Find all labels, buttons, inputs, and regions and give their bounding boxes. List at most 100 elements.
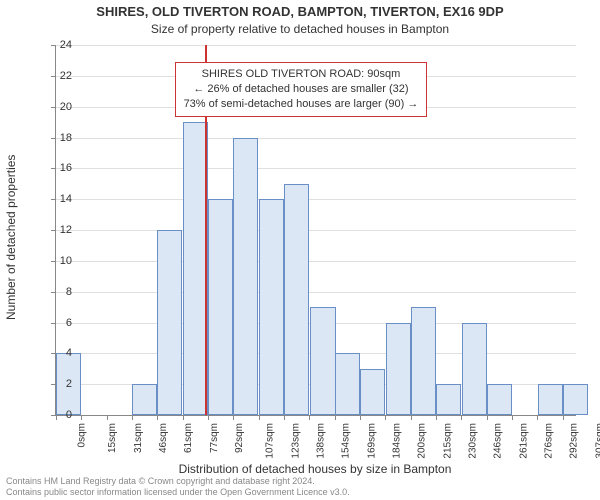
x-tick-label: 61sqm [183,423,194,453]
y-tick-label: 4 [66,347,72,359]
y-tick [51,292,56,293]
y-tick [51,138,56,139]
y-tick [51,230,56,231]
x-tick-label: 31sqm [133,423,144,453]
y-tick [51,76,56,77]
x-tick [183,415,184,420]
x-tick [537,415,538,420]
x-tick-label: 107sqm [265,423,276,459]
gridline [56,138,576,139]
x-tick-label: 215sqm [442,423,453,459]
y-tick-label: 24 [60,39,72,51]
y-tick-label: 20 [60,101,72,113]
gridline [56,261,576,262]
gridline [56,230,576,231]
plot-area: SHIRES OLD TIVERTON ROAD: 90sqm ← 26% of… [55,45,576,416]
y-tick-label: 12 [60,224,72,236]
gridline [56,168,576,169]
y-tick [51,107,56,108]
x-tick [487,415,488,420]
histogram-bar [360,369,385,415]
histogram-bar [538,384,563,415]
chart-container: SHIRES, OLD TIVERTON ROAD, BAMPTON, TIVE… [0,0,600,500]
histogram-bar [487,384,512,415]
y-tick [51,199,56,200]
x-tick-label: 292sqm [569,423,580,459]
x-tick [107,415,108,420]
histogram-bar [462,323,487,416]
y-tick-label: 8 [66,286,72,298]
x-tick [233,415,234,420]
annotation-box: SHIRES OLD TIVERTON ROAD: 90sqm ← 26% of… [175,62,428,117]
histogram-bar [335,353,360,415]
x-tick [309,415,310,420]
y-axis-label: Number of detached properties [4,155,18,320]
y-tick-label: 2 [66,378,72,390]
y-tick-label: 0 [66,409,72,421]
x-tick [208,415,209,420]
histogram-bar [436,384,461,415]
x-tick [157,415,158,420]
y-tick-label: 14 [60,193,72,205]
histogram-bar [386,323,411,416]
annotation-line-3: 73% of semi-detached houses are larger (… [184,97,419,112]
x-tick [385,415,386,420]
annotation-line-1: SHIRES OLD TIVERTON ROAD: 90sqm [184,67,419,82]
y-tick [51,45,56,46]
x-tick [132,415,133,420]
x-tick-label: 77sqm [209,423,220,453]
histogram-bar [132,384,157,415]
x-tick-label: 15sqm [107,423,118,453]
x-tick [335,415,336,420]
x-tick-label: 92sqm [234,423,245,453]
x-tick-label: 246sqm [493,423,504,459]
footer-line-2: Contains public sector information licen… [6,487,350,498]
y-tick-label: 18 [60,132,72,144]
y-tick [51,168,56,169]
x-tick [56,415,57,420]
x-tick-label: 123sqm [290,423,301,459]
x-tick-label: 307sqm [594,423,600,459]
footer-line-1: Contains HM Land Registry data © Crown c… [6,476,350,487]
x-tick-label: 169sqm [366,423,377,459]
x-tick-label: 261sqm [518,423,529,459]
chart-subtitle: Size of property relative to detached ho… [0,22,600,36]
y-tick-label: 16 [60,162,72,174]
chart-title: SHIRES, OLD TIVERTON ROAD, BAMPTON, TIVE… [0,4,600,19]
y-tick [51,261,56,262]
y-tick-label: 22 [60,70,72,82]
x-tick-label: 230sqm [468,423,479,459]
x-tick [436,415,437,420]
y-tick [51,323,56,324]
x-tick [259,415,260,420]
x-tick [81,415,82,420]
annotation-line-2: ← 26% of detached houses are smaller (32… [184,82,419,97]
x-tick-label: 276sqm [544,423,555,459]
histogram-bar [284,184,309,415]
x-tick-label: 200sqm [417,423,428,459]
x-tick-label: 184sqm [392,423,403,459]
x-tick [360,415,361,420]
footer-attribution: Contains HM Land Registry data © Crown c… [6,476,350,498]
x-axis-label: Distribution of detached houses by size … [55,462,575,476]
x-tick [512,415,513,420]
y-tick-label: 10 [60,255,72,267]
histogram-bar [310,307,335,415]
x-tick-label: 138sqm [316,423,327,459]
histogram-bar [208,199,233,415]
x-tick [461,415,462,420]
gridline [56,199,576,200]
x-tick [284,415,285,420]
x-tick [563,415,564,420]
x-tick-label: 46sqm [158,423,169,453]
histogram-bar [233,138,258,416]
x-tick [411,415,412,420]
histogram-bar [563,384,588,415]
x-tick-label: 154sqm [341,423,352,459]
histogram-bar [259,199,284,415]
histogram-bar [411,307,436,415]
histogram-bar [157,230,182,415]
gridline [56,45,576,46]
x-tick-label: 0sqm [76,423,87,447]
gridline [56,292,576,293]
